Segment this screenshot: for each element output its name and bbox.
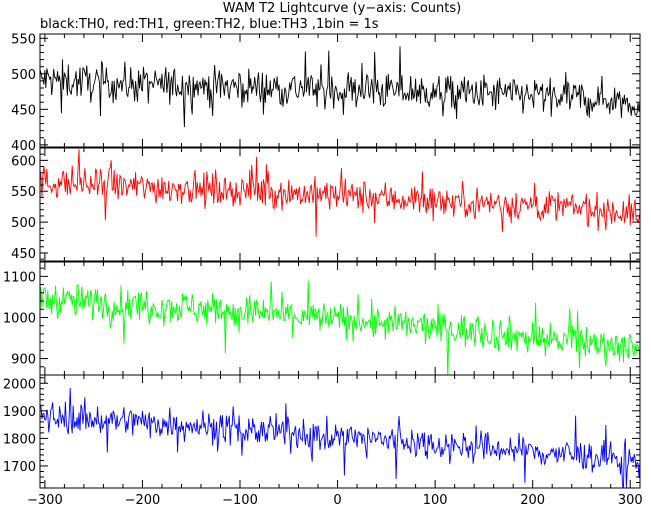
x-tick-label: −300 xyxy=(27,493,63,505)
panel-frame xyxy=(39,147,641,262)
x-tick-label: 0 xyxy=(333,493,341,505)
series-line-th3 xyxy=(40,387,640,488)
y-tick-label: 450 xyxy=(11,247,36,262)
y-tick-label: 1800 xyxy=(3,432,36,447)
y-tick-label: 1000 xyxy=(3,311,36,326)
y-tick-label: 450 xyxy=(11,103,36,118)
y-tick-label: 550 xyxy=(11,32,36,47)
panel-th1: 450 500 550 600 xyxy=(11,147,641,262)
y-tick-label: 1900 xyxy=(3,405,36,420)
y-tick-label: 550 xyxy=(11,185,36,200)
y-tick-label: 400 xyxy=(11,139,36,154)
y-tick-label: 1100 xyxy=(3,270,36,285)
x-tick-label: 300 xyxy=(618,493,643,505)
x-tick-label: 200 xyxy=(520,493,545,505)
panel-th2: 900 1000 1100 xyxy=(3,261,641,376)
y-tick-label: 1700 xyxy=(3,460,36,475)
x-tick-label: −200 xyxy=(125,493,161,505)
panel-th3: 1700 1800 1900 2000 xyxy=(3,374,641,489)
y-tick-label: 500 xyxy=(11,68,36,83)
chart-subtitle: black:TH0, red:TH1, green:TH2, blue:TH3 … xyxy=(40,17,379,32)
series-line-th2 xyxy=(40,280,640,375)
x-tick-label: −100 xyxy=(222,493,258,505)
chart-title: WAM T2 Lightcurve (y−axis: Counts) xyxy=(223,1,461,16)
panel-frame xyxy=(39,374,641,489)
panels-group: 4004505005504505005506009001000110017001… xyxy=(3,32,641,489)
x-tick-label: 100 xyxy=(423,493,448,505)
series-line-th1 xyxy=(40,149,640,237)
panel-frame xyxy=(39,33,641,148)
series-line-th0 xyxy=(40,46,640,128)
x-axis: −300 −200 −100 0 100 200 300 xyxy=(27,493,643,505)
panel-th0: 400 450 500 550 xyxy=(11,32,641,154)
y-tick-label: 900 xyxy=(11,353,36,368)
y-tick-label: 600 xyxy=(11,154,36,169)
y-tick-label: 500 xyxy=(11,216,36,231)
y-tick-label: 2000 xyxy=(3,377,36,392)
